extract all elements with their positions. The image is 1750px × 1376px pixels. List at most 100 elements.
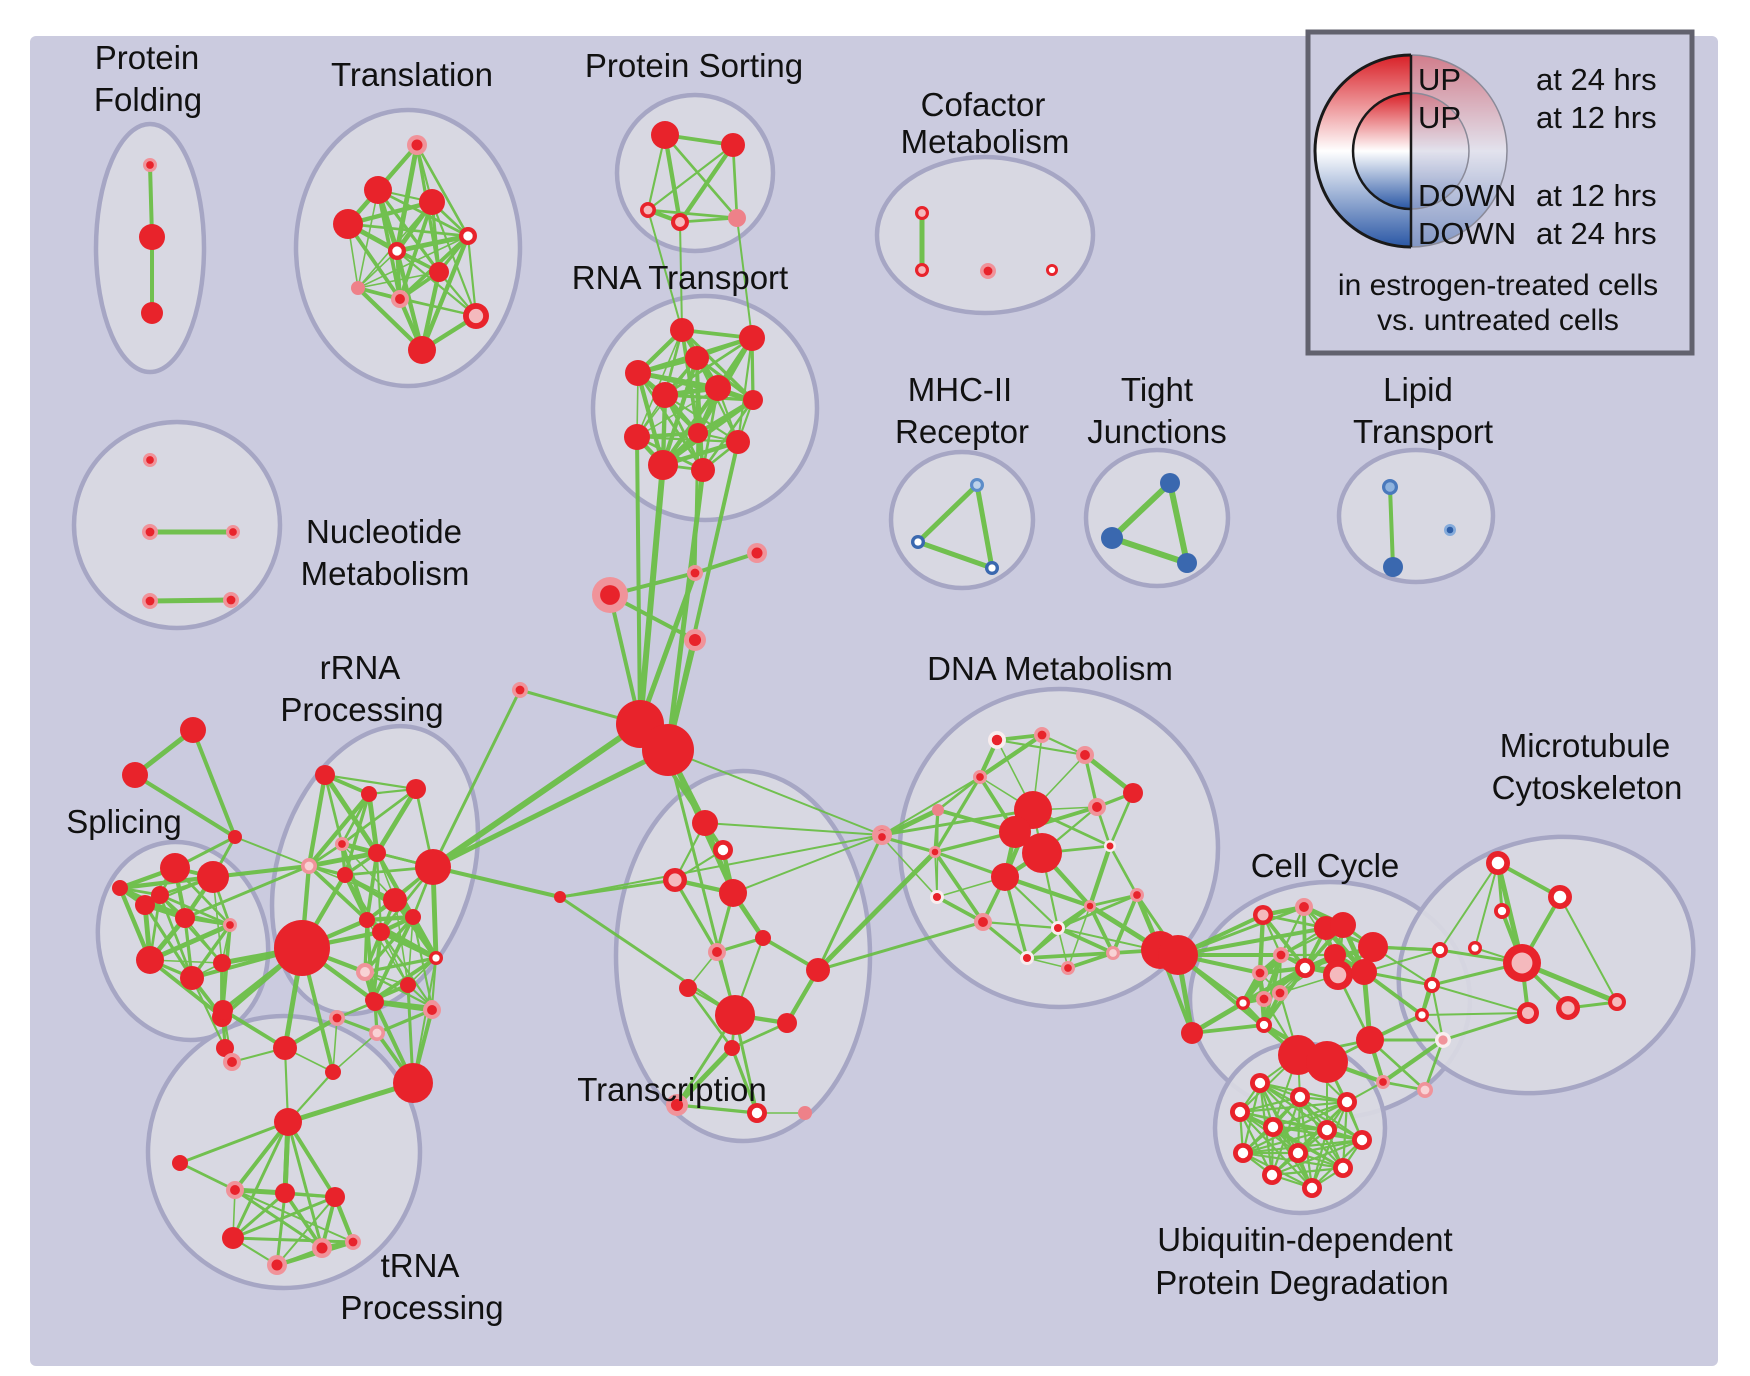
network-node-tn-0 (213, 1000, 233, 1020)
network-edge-sp (147, 922, 233, 963)
network-node-core-ub-11 (1306, 1182, 1318, 1194)
network-edge-bridge (816, 920, 985, 972)
cluster-label-sp: Splicing (66, 803, 182, 840)
network-edge-ps (678, 216, 739, 224)
network-node-sp-7 (213, 954, 231, 972)
network-node-core-tc-13 (751, 1107, 763, 1119)
network-edge-bridge (1431, 984, 1529, 1014)
network-node-core-dm-17 (1086, 902, 1094, 910)
cluster-label-pf: Protein (95, 39, 200, 76)
network-edge-tr (415, 143, 470, 238)
network-node-core-cc-8 (1299, 962, 1311, 974)
network-edge-dm (881, 836, 938, 898)
network-node-core-tn-6 (372, 1028, 382, 1038)
cluster-label-cm: Metabolism (901, 123, 1070, 160)
network-edge-cc (1261, 913, 1307, 970)
legend-time-label: at 24 hrs (1536, 62, 1657, 97)
cluster-label-mt: Cytoskeleton (1492, 769, 1683, 806)
network-node-tn-13 (325, 1187, 345, 1207)
network-node-tr-6 (429, 262, 449, 282)
network-edge-ub (1270, 1138, 1364, 1177)
network-node-rt-10 (648, 450, 678, 480)
network-edge-bridge (736, 217, 753, 339)
network-edge-dm (934, 851, 938, 898)
network-node-sp-11 (151, 886, 169, 904)
network-node-core-cc-12 (1239, 999, 1247, 1007)
network-node-cc-1 (1181, 1022, 1203, 1044)
network-edge-mhc (915, 482, 980, 545)
network-edge-dm (1056, 926, 1115, 955)
network-node-tn-1 (273, 1036, 297, 1060)
network-node-rt-3 (625, 360, 651, 386)
network-node-tj-1 (1101, 527, 1123, 549)
cluster-label-rr: rRNA (320, 649, 401, 686)
network-edge-rr (363, 956, 438, 974)
cluster-label-tj: Tight (1121, 371, 1193, 408)
network-edge-rr (374, 786, 419, 856)
network-node-tri-2 (228, 830, 242, 844)
network-node-core-rr-12 (432, 954, 440, 962)
network-node-core-tr-4 (463, 231, 473, 241)
network-edge-rr (371, 930, 383, 1002)
network-node-rr-11 (415, 849, 451, 885)
network-node-tri-1 (122, 762, 148, 788)
network-edge-bridge (637, 462, 666, 727)
network-node-rr-14 (400, 977, 416, 993)
network-edge-bridge (880, 808, 1035, 837)
network-edge-tn (231, 1236, 355, 1244)
network-node-tc-5 (755, 930, 771, 946)
network-node-core-mt-1 (1553, 890, 1567, 904)
cluster-label-nm: Metabolism (301, 555, 470, 592)
network-node-tc-9 (715, 995, 755, 1035)
network-node-core-tc-1 (717, 844, 729, 856)
network-edge-tr (346, 222, 402, 301)
cluster-label-ps: Protein Sorting (585, 47, 803, 84)
network-node-core-nm-2 (229, 528, 237, 536)
network-edge-tn (231, 1191, 287, 1240)
network-node-tr-3 (333, 209, 363, 239)
network-edge-dm (1066, 951, 1115, 970)
network-node-core-tc-2 (668, 873, 682, 887)
network-edge-sp (148, 958, 224, 1019)
network-node-core-mhc-2 (988, 564, 996, 572)
network-edge-tr (419, 233, 471, 353)
network-edge-cc (1176, 926, 1328, 957)
legend: UP at 24 hrs UP at 12 hrs DOWN at 12 hrs DOWN a… (1305, 29, 1695, 356)
network-node-tc-14 (798, 1106, 812, 1120)
network-node-sp-0 (160, 853, 190, 883)
network-edge-rt (680, 328, 755, 402)
cluster-label-mhc: MHC-II (908, 371, 1012, 408)
network-node-rr-1 (361, 786, 377, 802)
network-edge-tc (674, 1045, 735, 1108)
cluster-ellipse-tn (145, 1013, 423, 1291)
legend-fade-right-half (1411, 55, 1507, 247)
network-edge-tc (686, 986, 734, 1050)
network-node-core-tn-11 (230, 1185, 240, 1195)
network-edge-tr (357, 189, 379, 289)
network-node-cc-17 (1306, 1041, 1348, 1083)
network-node-core-ub-9 (1337, 1162, 1349, 1174)
network-edge-bridge (666, 748, 737, 1017)
network-node-tn-4 (366, 993, 384, 1011)
cluster-ellipse-lt (1336, 447, 1496, 585)
cluster-label-cc: Cell Cycle (1251, 847, 1400, 884)
network-node-sp-6 (180, 966, 204, 990)
network-edge-bridge (1363, 949, 1441, 973)
network-edge-ub (1270, 1100, 1349, 1177)
network-node-core-dm-16 (1053, 923, 1063, 933)
network-node-sp-3 (175, 908, 195, 928)
cluster-ellipse-cm (874, 154, 1096, 316)
legend-outer-outline-right (1410, 54, 1508, 248)
network-node-dm-9 (1022, 833, 1062, 873)
network-node-tr-10 (408, 336, 436, 364)
legend-direction-label: UP (1418, 62, 1461, 97)
network-edge-sp (190, 976, 227, 1050)
network-edge-cc (1302, 905, 1307, 970)
network-edge-cc (1423, 1038, 1445, 1092)
network-node-core-dm-18 (1133, 891, 1141, 899)
network-edge-rr (340, 787, 418, 846)
network-edge-tc (673, 878, 719, 954)
network-edge-dm (1082, 752, 1136, 796)
network-node-core-ps-3 (675, 217, 685, 227)
